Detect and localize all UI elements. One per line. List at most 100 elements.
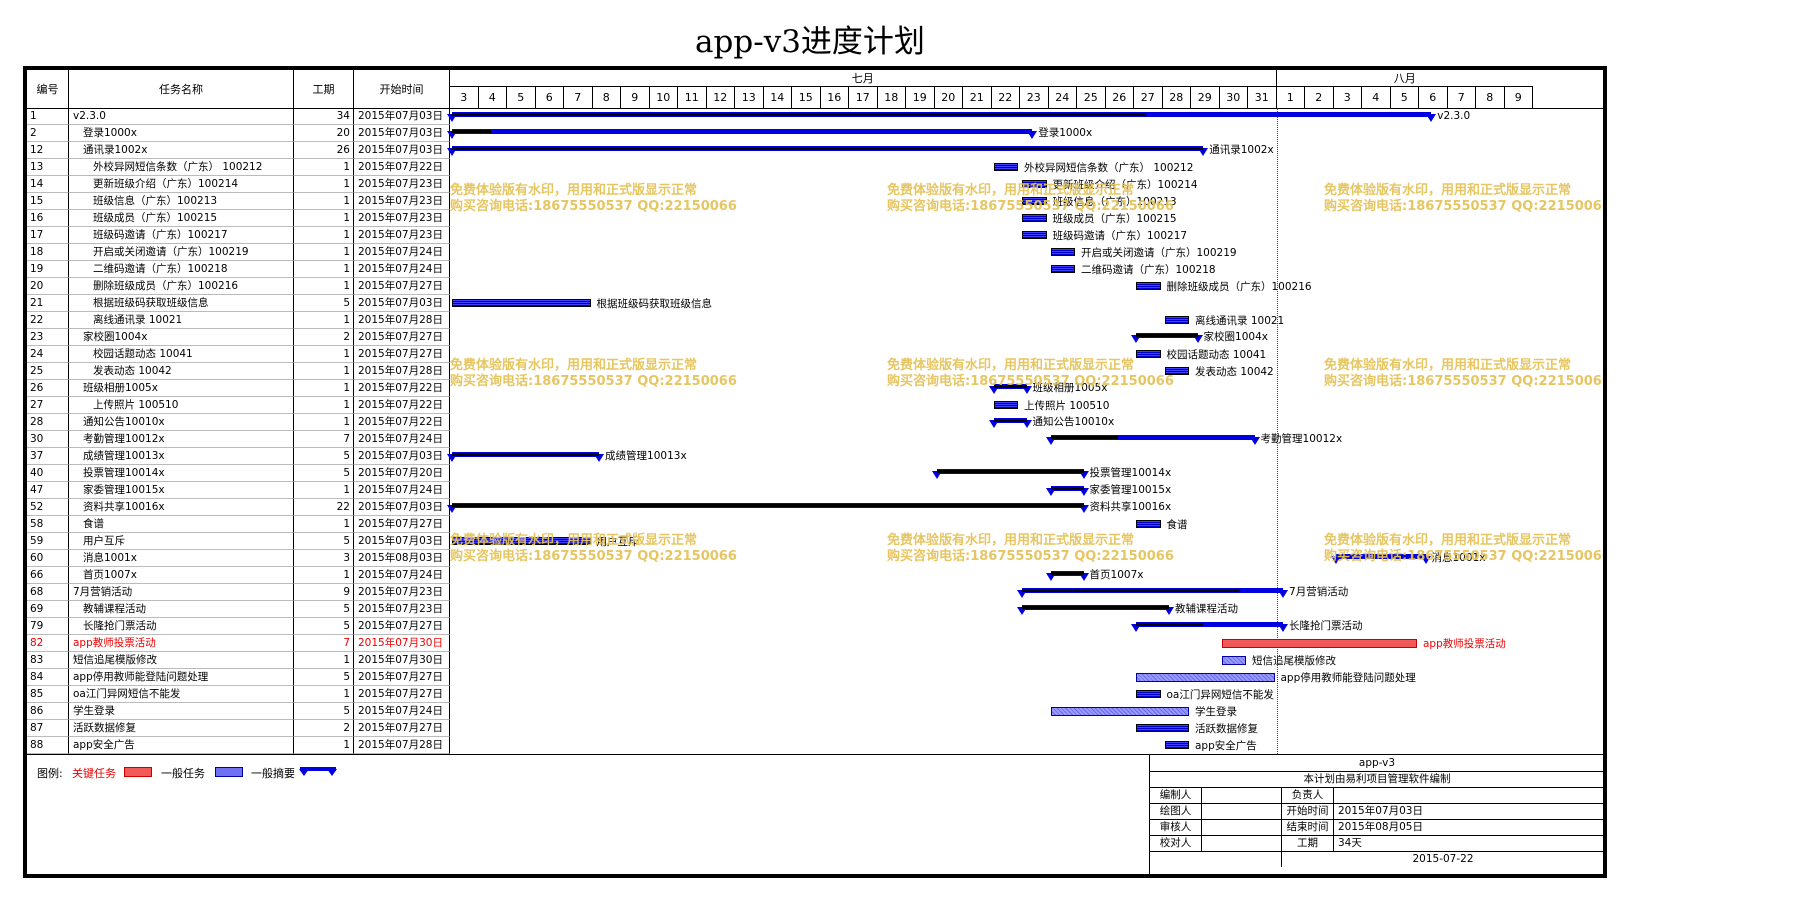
table-row[interactable]: 47 家委管理10015x 1 2015年07月24日: [27, 482, 450, 499]
task-name: 长隆抢门票活动: [69, 618, 294, 635]
task-bar[interactable]: [1022, 197, 1047, 205]
day-column-header: 1: [1277, 87, 1305, 108]
column-header-start[interactable]: 开始时间: [354, 70, 450, 108]
table-row[interactable]: 14 更新班级介绍（广东）100214 1 2015年07月23日: [27, 176, 450, 193]
bar-label: 删除班级成员（广东）100216: [1166, 281, 1312, 293]
table-row[interactable]: 84 app停用教师能登陆问题处理 5 2015年07月27日: [27, 669, 450, 686]
task-bar[interactable]: [1050, 265, 1075, 273]
task-name: oa江门异网短信不能发: [69, 686, 294, 703]
task-bar[interactable]: [993, 163, 1018, 171]
bar-label: 投票管理10014x: [1089, 467, 1172, 479]
task-duration: 1: [294, 380, 354, 397]
task-bar[interactable]: [1022, 214, 1047, 222]
table-row[interactable]: 60 消息1001x 3 2015年08月03日: [27, 550, 450, 567]
legend-critical-label: 关键任务: [72, 767, 116, 780]
task-duration: 5: [294, 669, 354, 686]
table-row[interactable]: 40 投票管理10014x 5 2015年07月20日: [27, 465, 450, 482]
task-name: 消息1001x: [69, 550, 294, 567]
summary-progress: [1022, 589, 1241, 592]
info-end-value: 2015年08月05日: [1338, 821, 1423, 833]
task-bar[interactable]: [1050, 707, 1189, 716]
summary-bar[interactable]: [452, 129, 1033, 134]
table-row[interactable]: 79 长隆抢门票活动 5 2015年07月27日: [27, 618, 450, 635]
table-row[interactable]: 88 app安全广告 1 2015年07月28日: [27, 737, 450, 754]
table-row[interactable]: 69 教辅课程活动 5 2015年07月23日: [27, 601, 450, 618]
table-row[interactable]: 30 考勤管理10012x 7 2015年07月24日: [27, 431, 450, 448]
task-start: 2015年07月22日: [354, 397, 450, 414]
task-bar[interactable]: [1136, 520, 1161, 528]
task-start: 2015年07月22日: [354, 380, 450, 397]
task-duration: 1: [294, 159, 354, 176]
task-bar[interactable]: [1136, 350, 1161, 358]
task-bar[interactable]: [1136, 282, 1161, 290]
table-row[interactable]: 19 二维码邀请（广东）100218 1 2015年07月24日: [27, 261, 450, 278]
summary-bar-end-marker: [1027, 131, 1038, 139]
table-row[interactable]: 87 活跃数据修复 2 2015年07月27日: [27, 720, 450, 737]
task-bar[interactable]: [1022, 180, 1047, 188]
task-bar[interactable]: [1136, 690, 1161, 698]
table-row[interactable]: 27 上传照片 100510 1 2015年07月22日: [27, 397, 450, 414]
task-bar[interactable]: [1221, 656, 1246, 665]
task-bar[interactable]: [1050, 248, 1075, 256]
column-header-name[interactable]: 任务名称: [69, 70, 294, 108]
task-start: 2015年07月28日: [354, 312, 450, 329]
table-row[interactable]: 26 班级相册1005x 1 2015年07月22日: [27, 380, 450, 397]
table-row[interactable]: 21 根据班级码获取班级信息 5 2015年07月03日: [27, 295, 450, 312]
task-duration: 9: [294, 584, 354, 601]
task-bar[interactable]: [993, 401, 1018, 409]
table-row[interactable]: 82 app教师投票活动 7 2015年07月30日: [27, 635, 450, 652]
table-row[interactable]: 85 oa江门异网短信不能发 1 2015年07月27日: [27, 686, 450, 703]
table-row[interactable]: 16 班级成员（广东）100215 1 2015年07月23日: [27, 210, 450, 227]
summary-bar-start-marker: [931, 471, 942, 479]
summary-bar[interactable]: [1136, 622, 1284, 627]
day-column-header: 7: [564, 87, 593, 108]
task-bar[interactable]: [1164, 367, 1189, 375]
task-id: 30: [27, 431, 69, 448]
task-start: 2015年07月03日: [354, 533, 450, 550]
summary-bar-start-marker: [447, 454, 457, 462]
day-column-header: 2: [1305, 87, 1334, 108]
table-row[interactable]: 52 资料共享10016x 22 2015年07月03日: [27, 499, 450, 516]
table-row[interactable]: 66 首页1007x 1 2015年07月24日: [27, 567, 450, 584]
table-row[interactable]: 59 用户互斥 5 2015年07月03日: [27, 533, 450, 550]
task-bar[interactable]: [1136, 673, 1275, 682]
table-row[interactable]: 23 家校圈1004x 2 2015年07月27日: [27, 329, 450, 346]
table-row[interactable]: 37 成绩管理10013x 5 2015年07月03日: [27, 448, 450, 465]
table-row[interactable]: 13 外校异网短信条数（广东） 100212 1 2015年07月22日: [27, 159, 450, 176]
bar-label: 外校异网短信条数（广东） 100212: [1024, 162, 1194, 174]
task-id: 27: [27, 397, 69, 414]
task-name: 上传照片 100510: [69, 397, 294, 414]
column-header-duration[interactable]: 工期: [294, 70, 354, 108]
task-bar[interactable]: [452, 537, 591, 545]
table-row[interactable]: 18 开启或关闭邀请（广东）100219 1 2015年07月24日: [27, 244, 450, 261]
task-name: 资料共享10016x: [69, 499, 294, 516]
summary-bar[interactable]: [1050, 435, 1255, 440]
critical-task-bar[interactable]: [1221, 639, 1417, 648]
table-row[interactable]: 86 学生登录 5 2015年07月24日: [27, 703, 450, 720]
table-row[interactable]: 68 7月营销活动 9 2015年07月23日: [27, 584, 450, 601]
task-bar[interactable]: [1136, 724, 1189, 732]
table-row[interactable]: 1 v2.3.0 34 2015年07月03日: [27, 108, 450, 125]
task-bar[interactable]: [1164, 741, 1189, 749]
summary-bar-end-marker: [1021, 386, 1032, 394]
table-row[interactable]: 2 登录1000x 20 2015年07月03日: [27, 125, 450, 142]
task-id: 59: [27, 533, 69, 550]
task-id: 24: [27, 346, 69, 363]
task-bar[interactable]: [1164, 316, 1189, 324]
task-bar[interactable]: [452, 299, 591, 307]
table-row[interactable]: 17 班级码邀请（广东）100217 1 2015年07月23日: [27, 227, 450, 244]
info-software: 本计划由易利项目管理软件编制: [1303, 773, 1451, 785]
day-column-header: 11: [678, 87, 707, 108]
task-bar[interactable]: [1022, 231, 1047, 239]
table-row[interactable]: 12 通讯录1002x 26 2015年07月03日: [27, 142, 450, 159]
table-row[interactable]: 24 校园话题动态 10041 1 2015年07月27日: [27, 346, 450, 363]
table-row[interactable]: 83 短信追尾模版修改 1 2015年07月30日: [27, 652, 450, 669]
column-header-id[interactable]: 编号: [27, 70, 69, 108]
table-row[interactable]: 15 班级信息（广东）100213 1 2015年07月23日: [27, 193, 450, 210]
table-row[interactable]: 22 离线通讯录 10021 1 2015年07月28日: [27, 312, 450, 329]
table-row[interactable]: 20 删除班级成员（广东）100216 1 2015年07月27日: [27, 278, 450, 295]
table-row[interactable]: 58 食谱 1 2015年07月27日: [27, 516, 450, 533]
table-row[interactable]: 28 通知公告10010x 1 2015年07月22日: [27, 414, 450, 431]
summary-bar[interactable]: [1335, 554, 1426, 559]
table-row[interactable]: 25 发表动态 10042 1 2015年07月28日: [27, 363, 450, 380]
